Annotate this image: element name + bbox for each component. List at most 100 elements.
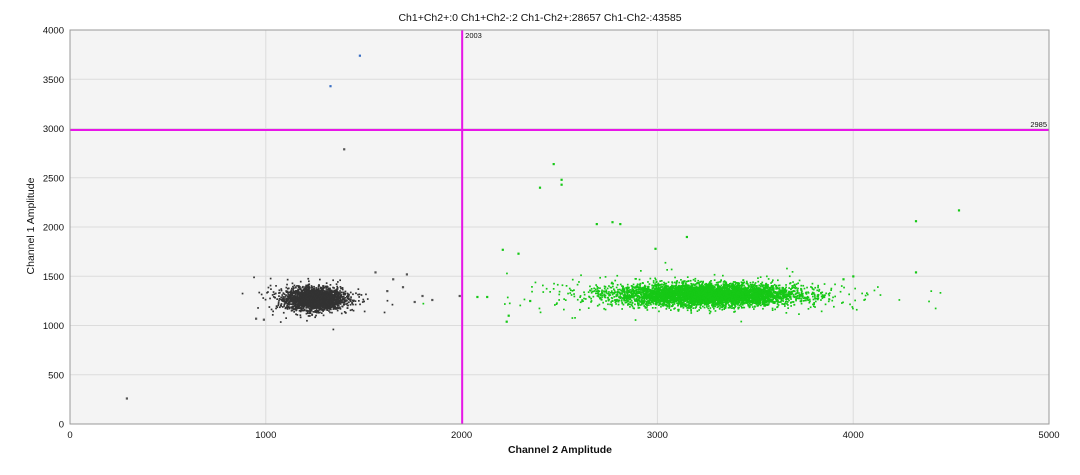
droplet-point [352, 309, 355, 312]
droplet-point [270, 288, 272, 290]
droplet-point [340, 301, 343, 304]
droplet-point [329, 304, 332, 307]
droplet-point [280, 303, 283, 305]
droplet-point [762, 288, 764, 291]
droplet-point [298, 297, 300, 299]
droplet-point [335, 290, 338, 293]
droplet-point [333, 291, 335, 294]
droplet-point [346, 297, 349, 300]
droplet-point [622, 294, 625, 297]
droplet-point [337, 305, 339, 307]
droplet-point [644, 307, 647, 309]
droplet-point [342, 304, 345, 306]
droplet-point [269, 277, 272, 280]
droplet-point [294, 305, 296, 308]
droplet-point [292, 291, 295, 293]
droplet-point [314, 302, 317, 304]
droplet-point [321, 294, 323, 297]
droplet-point [326, 289, 329, 291]
droplet-point [670, 309, 672, 311]
droplet-point [336, 293, 338, 295]
droplet-point [294, 295, 296, 298]
droplet-point [308, 305, 310, 308]
droplet-point [301, 309, 304, 312]
droplet-point [339, 286, 342, 288]
droplet-point [714, 284, 717, 286]
droplet-point [673, 303, 676, 305]
droplet-point [339, 292, 341, 294]
droplet-point [318, 301, 321, 303]
droplet-point [807, 291, 809, 294]
droplet-point [284, 306, 287, 309]
droplet-point [303, 289, 305, 292]
droplet-point [649, 277, 652, 280]
droplet-point [616, 298, 618, 301]
droplet-point [321, 288, 324, 291]
droplet-point [310, 295, 313, 298]
droplet-point [646, 298, 648, 301]
droplet-point [269, 297, 271, 300]
droplet-point [332, 297, 334, 300]
droplet-point [316, 289, 319, 292]
droplet-point [292, 305, 295, 308]
droplet-point [648, 283, 651, 285]
droplet-point [326, 304, 328, 306]
droplet-point [777, 287, 780, 290]
droplet-point [334, 306, 336, 309]
droplet-point [289, 300, 292, 303]
droplet-point [659, 289, 661, 292]
droplet-point [307, 289, 310, 291]
droplet-point [598, 303, 601, 306]
droplet-point [785, 300, 788, 303]
droplet-point [318, 288, 320, 290]
droplet-point [591, 290, 594, 293]
droplet-point [341, 288, 344, 291]
droplet-point [313, 285, 315, 288]
droplet-point [340, 312, 343, 315]
droplet-point [820, 310, 823, 313]
droplet-point [312, 303, 314, 305]
droplet-point [335, 289, 337, 292]
droplet-point [661, 285, 664, 288]
droplet-point [692, 278, 695, 281]
droplet-point [611, 303, 613, 306]
droplet-point [617, 288, 619, 291]
droplet-point [341, 287, 344, 289]
droplet-point [293, 284, 296, 287]
droplet-point [798, 292, 800, 294]
droplet-point [745, 298, 748, 301]
droplet-point [291, 292, 294, 295]
droplet-point [336, 288, 339, 290]
droplet-point [346, 302, 349, 305]
droplet-point [698, 301, 701, 303]
droplet-point [287, 293, 289, 295]
droplet-point [808, 301, 811, 304]
droplet-point [628, 294, 631, 296]
droplet-point [611, 304, 613, 307]
droplet-point [619, 297, 622, 299]
droplet-point [302, 296, 305, 298]
droplet-point [280, 289, 283, 292]
droplet-point [295, 290, 297, 292]
droplet-point [317, 307, 319, 309]
droplet-point [720, 279, 722, 281]
droplet-point [341, 305, 344, 308]
droplet-point [283, 303, 286, 306]
droplet-point [341, 295, 344, 298]
droplet-point [657, 301, 659, 303]
droplet-point [308, 286, 311, 289]
droplet-point [800, 302, 803, 305]
droplet-point [733, 287, 736, 289]
droplet-point [386, 299, 389, 302]
droplet-point [358, 296, 360, 298]
droplet-point [596, 304, 599, 307]
droplet-point [603, 287, 606, 290]
cluster-Ch1-Ch2+ [422, 261, 942, 323]
droplet-point [312, 307, 314, 310]
droplet-point [383, 311, 386, 314]
droplet-point [241, 292, 244, 295]
droplet-point [747, 286, 750, 288]
droplet-point [750, 303, 753, 306]
droplet-point [331, 291, 333, 294]
droplet-point [295, 304, 297, 306]
